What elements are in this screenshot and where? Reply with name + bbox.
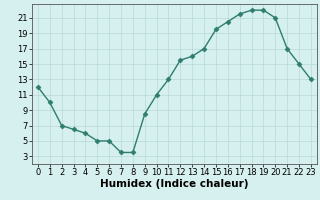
X-axis label: Humidex (Indice chaleur): Humidex (Indice chaleur) (100, 179, 249, 189)
